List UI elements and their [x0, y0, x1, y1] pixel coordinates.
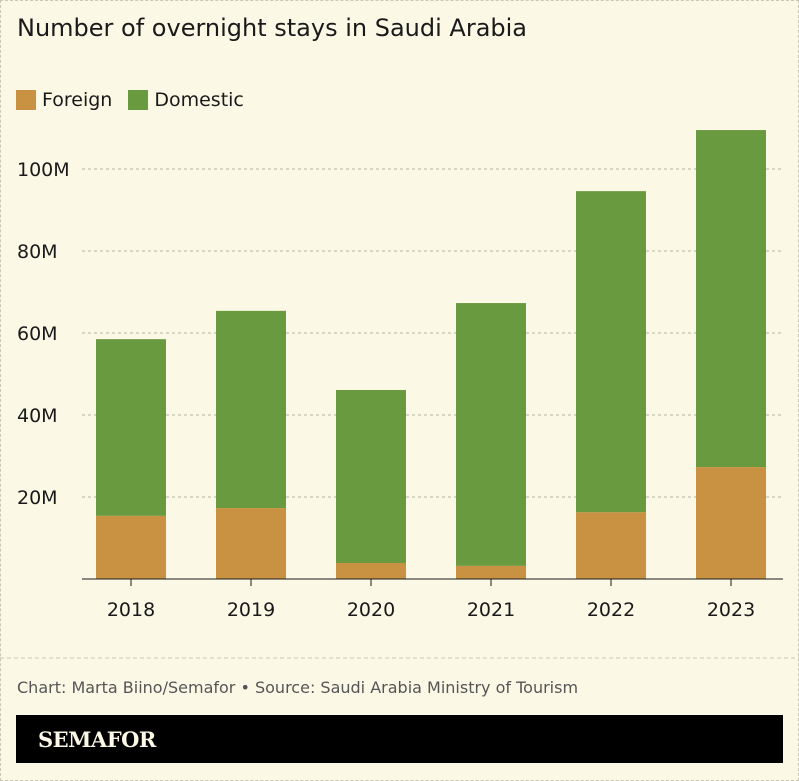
legend-item-domestic: Domestic [128, 89, 244, 111]
bar-foreign-2020 [336, 563, 406, 579]
legend-label-foreign: Foreign [42, 89, 113, 111]
bar-foreign-2019 [216, 508, 286, 579]
legend-item-foreign: Foreign [16, 89, 112, 111]
legend-swatch-domestic [128, 90, 149, 110]
brand-bar: SEMAFOR [16, 715, 783, 763]
y-tick-label: 60M [17, 323, 58, 345]
legend-label-domestic: Domestic [154, 89, 244, 111]
x-tick-label: 2021 [467, 599, 515, 621]
bar-chart: 20M 40M 60M 80M 100M 2018 2019 2020 2021 2022 2023 [0, 130, 799, 659]
x-tick-label: 2018 [107, 599, 155, 621]
y-tick-label: 40M [17, 405, 58, 427]
x-tick-label: 2022 [587, 599, 635, 621]
chart-title: Number of overnight stays in Saudi Arabi… [17, 14, 528, 42]
x-tick-label: 2023 [707, 599, 755, 621]
bar-foreign-2023 [696, 467, 766, 579]
y-tick-label: 80M [17, 241, 58, 263]
bar-domestic-2018 [96, 339, 166, 516]
bar-domestic-2021 [456, 303, 526, 566]
y-tick-label: 20M [17, 487, 58, 509]
bar-foreign-2022 [576, 512, 646, 579]
x-tick-label: 2020 [347, 599, 395, 621]
bar-domestic-2020 [336, 389, 406, 564]
bar-domestic-2019 [216, 310, 286, 509]
bar-domestic-2023 [696, 130, 766, 468]
legend-swatch-foreign [16, 90, 36, 110]
bar-foreign-2021 [456, 565, 526, 579]
legend: Foreign Domestic [16, 89, 260, 111]
semafor-logo: SEMAFOR [38, 727, 156, 752]
y-tick-label: 100M [17, 159, 70, 181]
bar-domestic-2022 [576, 191, 646, 513]
bar-foreign-2018 [96, 515, 166, 579]
chart-credit: Chart: Marta Biino/Semafor • Source: Sau… [17, 678, 579, 697]
x-tick-label: 2019 [227, 599, 275, 621]
